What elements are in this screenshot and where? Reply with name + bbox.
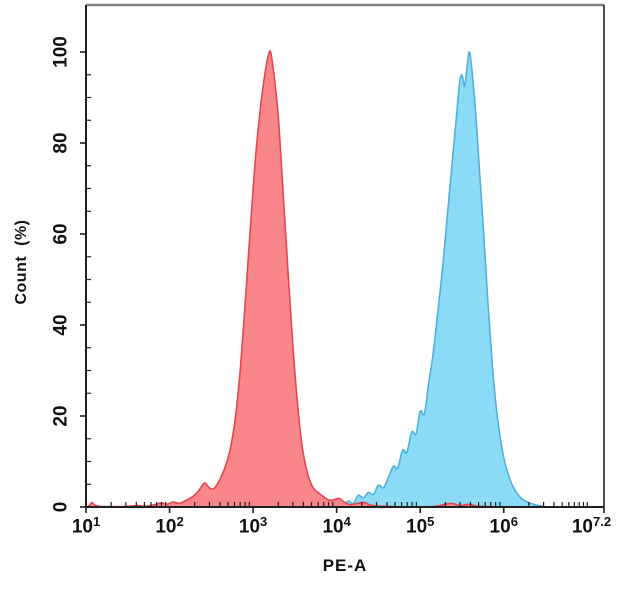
negative-control-red-fill	[86, 50, 492, 507]
x-axis-title: PE-A	[322, 556, 368, 575]
y-tick-label-60: 60	[50, 223, 72, 245]
stained-sample-blue-outline	[337, 51, 551, 508]
negative-control-red-outline	[85, 50, 492, 508]
y-tick-label-100: 100	[50, 36, 72, 68]
y-axis-title: Count (%)	[13, 219, 30, 305]
x-tick-label-10e1: 101	[71, 514, 101, 538]
x-tick-label-10e3: 103	[238, 514, 268, 538]
y-tick-label-0: 0	[50, 501, 72, 513]
x-tick-label-10e6: 106	[489, 514, 518, 538]
x-tick-label-10e7.2: 107.2	[571, 514, 612, 538]
x-tick-label-10e4: 104	[322, 514, 351, 538]
y-tick-label-80: 80	[50, 132, 72, 154]
y-tick-label-40: 40	[50, 314, 72, 336]
stained-sample-blue-fill	[338, 51, 550, 507]
y-tick-label-20: 20	[50, 405, 72, 427]
x-tick-label-10e5: 105	[406, 514, 435, 538]
x-tick-label-10e2: 102	[155, 514, 184, 538]
